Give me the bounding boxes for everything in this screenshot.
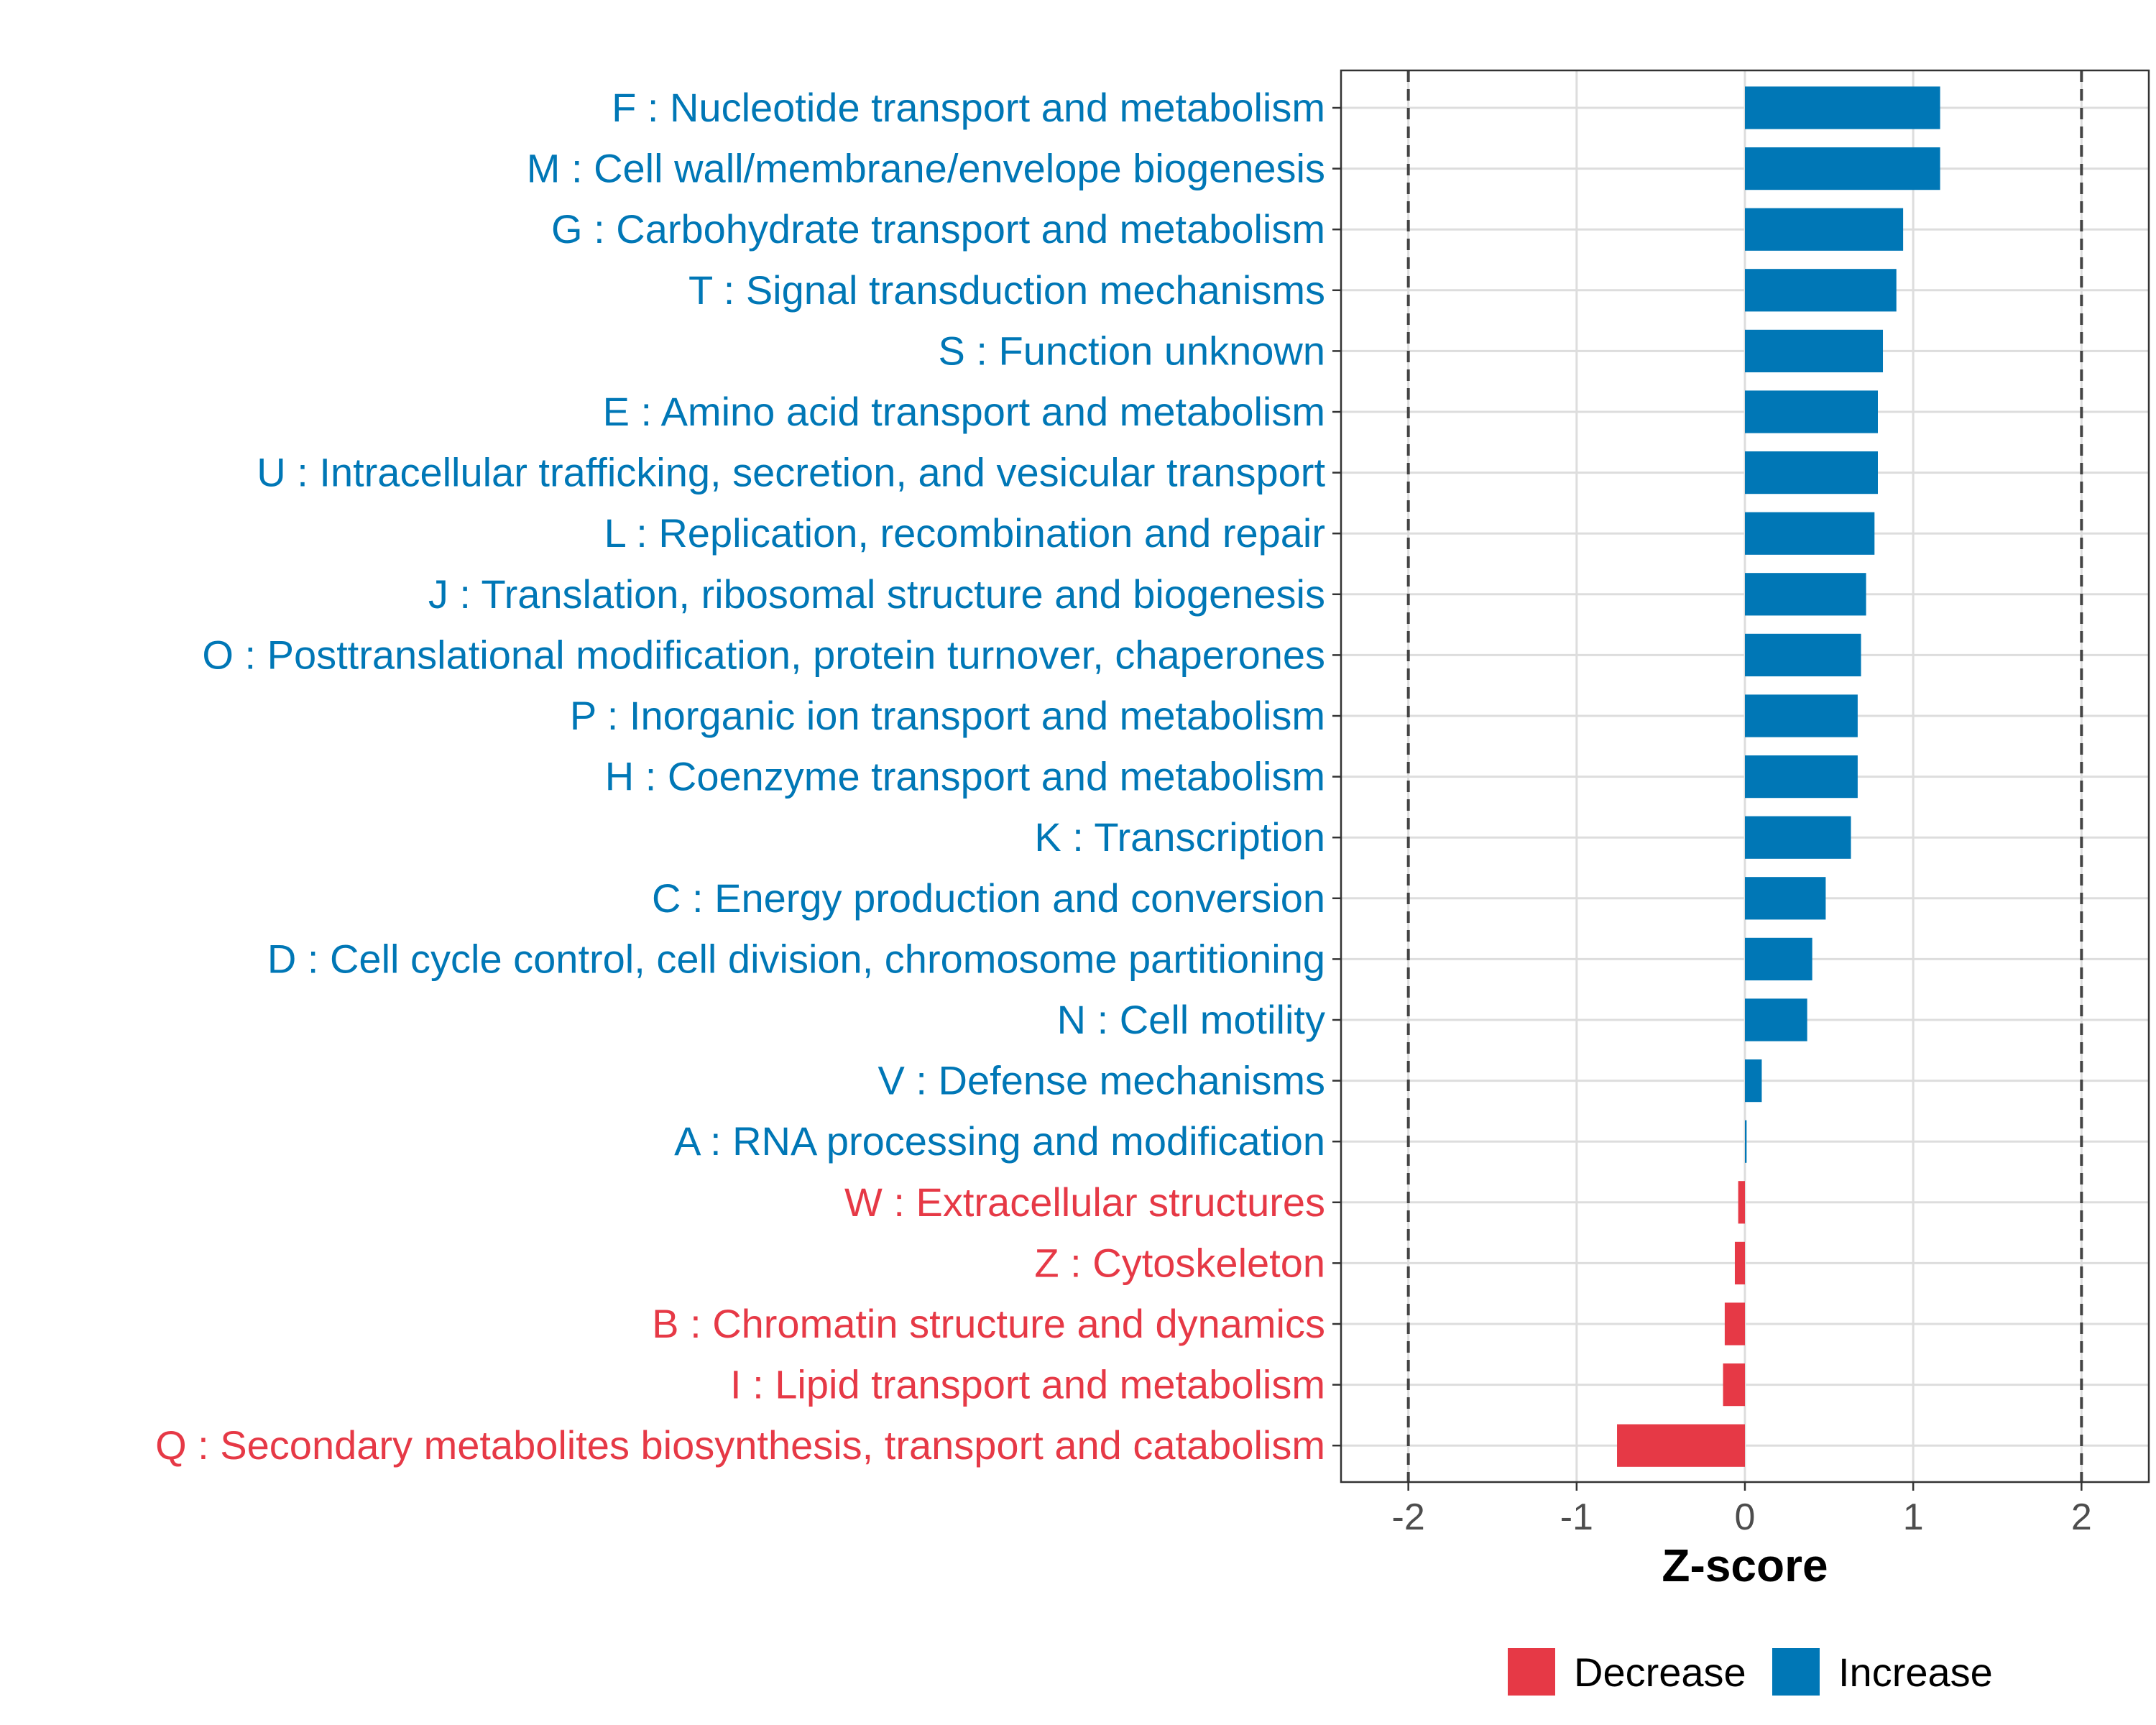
legend-key — [1508, 1648, 1555, 1696]
bar — [1745, 147, 1940, 190]
category-label: B : Chromatin structure and dynamics — [652, 1301, 1325, 1346]
bar — [1745, 877, 1826, 920]
bar — [1745, 208, 1904, 251]
category-label: K : Transcription — [1034, 814, 1325, 860]
category-label: P : Inorganic ion transport and metaboli… — [570, 693, 1325, 738]
category-label: Q : Secondary metabolites biosynthesis, … — [155, 1422, 1325, 1468]
category-label: S : Function unknown — [938, 328, 1325, 373]
bar — [1745, 998, 1807, 1041]
category-label: G : Carbohydrate transport and metabolis… — [551, 206, 1325, 252]
bar — [1724, 1302, 1745, 1346]
category-label: I : Lipid transport and metabolism — [730, 1362, 1325, 1407]
x-tick-label: -1 — [1560, 1496, 1593, 1538]
bar — [1745, 816, 1851, 859]
x-axis-title: Z-score — [1662, 1540, 1828, 1591]
category-label: L : Replication, recombination and repai… — [604, 510, 1325, 556]
category-label: Z : Cytoskeleton — [1034, 1240, 1325, 1285]
bar — [1745, 755, 1858, 799]
category-label: F : Nucleotide transport and metabolism — [612, 85, 1325, 130]
bar — [1745, 937, 1812, 981]
category-label: O : Posttranslational modification, prot… — [202, 632, 1325, 677]
bar — [1738, 1181, 1745, 1224]
bar — [1745, 390, 1878, 433]
category-label: H : Coenzyme transport and metabolism — [605, 754, 1325, 799]
y-axis: F : Nucleotide transport and metabolism M… — [155, 85, 1341, 1468]
bar — [1745, 1120, 1747, 1163]
reference-lines — [1406, 70, 2083, 1482]
category-label: U : Intracellular trafficking, secretion… — [257, 450, 1325, 495]
category-label: D : Cell cycle control, cell division, c… — [267, 936, 1325, 981]
bars — [1617, 86, 1940, 1467]
category-label: N : Cell motility — [1057, 997, 1325, 1042]
bar — [1745, 451, 1878, 494]
bar — [1745, 1059, 1762, 1103]
legend-label: Decrease — [1574, 1650, 1746, 1695]
category-label: J : Translation, ribosomal structure and… — [428, 571, 1325, 617]
bar — [1723, 1363, 1745, 1407]
bar — [1734, 1241, 1745, 1285]
bar — [1745, 633, 1861, 677]
category-label: E : Amino acid transport and metabolism — [603, 389, 1325, 434]
x-axis: -2 -1 0 1 2 — [1392, 1482, 2092, 1538]
x-tick-label: 2 — [2071, 1496, 2092, 1538]
legend: Decrease Increase — [1508, 1648, 1993, 1696]
bar — [1745, 86, 1940, 129]
category-label: C : Energy production and conversion — [652, 875, 1325, 921]
x-tick-label: 1 — [1903, 1496, 1924, 1538]
category-label: A : RNA processing and modification — [674, 1118, 1325, 1164]
x-tick-label: -2 — [1392, 1496, 1425, 1538]
legend-label: Increase — [1838, 1650, 1993, 1695]
bar — [1745, 269, 1897, 312]
bar — [1617, 1424, 1745, 1467]
x-tick-label: 0 — [1735, 1496, 1756, 1538]
bar — [1745, 512, 1875, 555]
legend-key — [1772, 1648, 1820, 1696]
bar — [1745, 573, 1866, 616]
bar — [1745, 329, 1884, 373]
category-label: W : Extracellular structures — [844, 1179, 1325, 1225]
category-label: V : Defense mechanisms — [878, 1058, 1325, 1103]
category-label: T : Signal transduction mechanisms — [688, 267, 1325, 313]
category-label: M : Cell wall/membrane/envelope biogenes… — [527, 146, 1325, 191]
bar — [1745, 694, 1858, 737]
